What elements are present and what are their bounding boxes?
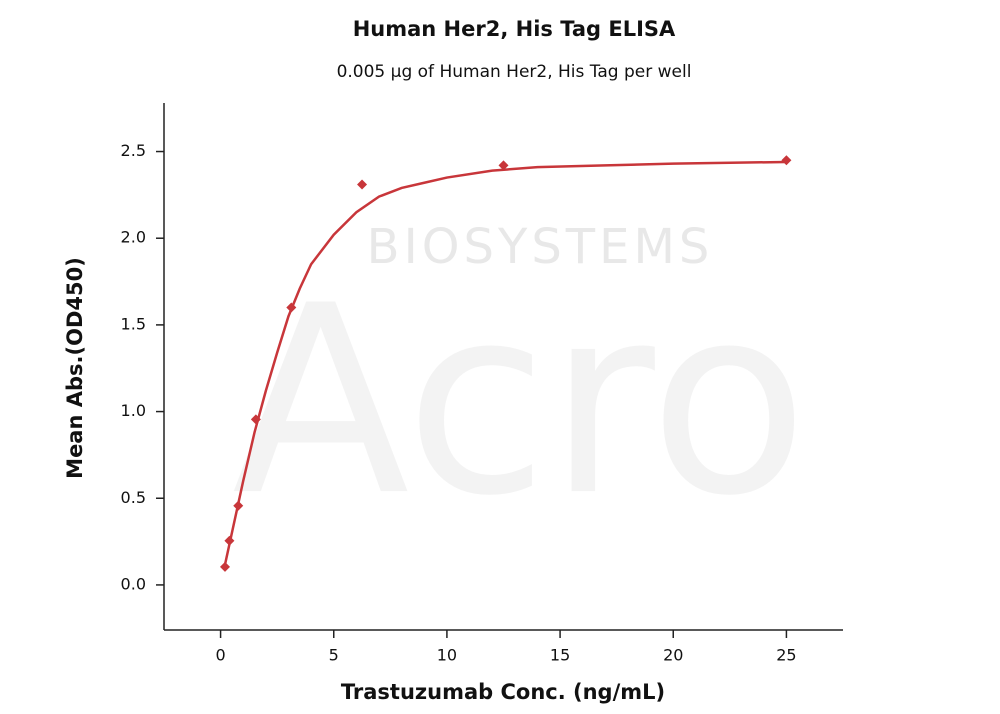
data-point [219, 561, 230, 572]
chart-subtitle: 0.005 µg of Human Her2, His Tag per well [337, 62, 692, 82]
x-tick-label: 5 [329, 646, 339, 665]
y-tick-label: 2.0 [121, 228, 146, 247]
x-tick-label: 25 [776, 646, 796, 665]
x-axis-label: Trastuzumab Conc. (ng/mL) [341, 680, 665, 704]
y-tick-label: 0.0 [121, 574, 146, 593]
y-tick-label: 1.0 [121, 401, 146, 420]
x-tick-label: 15 [550, 646, 570, 665]
data-point [357, 179, 368, 190]
x-tick-label: 0 [215, 646, 225, 665]
fit-curve [223, 160, 787, 565]
y-tick-label: 2.5 [121, 141, 146, 160]
y-axis-label: Mean Abs.(OD450) [63, 257, 87, 479]
y-tick-label: 1.5 [121, 314, 146, 333]
data-point [498, 160, 509, 171]
watermark: BIOSYSTEMS [367, 219, 714, 275]
x-tick-label: 10 [437, 646, 457, 665]
y-tick-label: 0.5 [121, 488, 146, 507]
x-tick-label: 20 [663, 646, 683, 665]
chart-title: Human Her2, His Tag ELISA [353, 17, 676, 41]
data-point [781, 155, 792, 166]
watermark: Acro [232, 251, 809, 553]
